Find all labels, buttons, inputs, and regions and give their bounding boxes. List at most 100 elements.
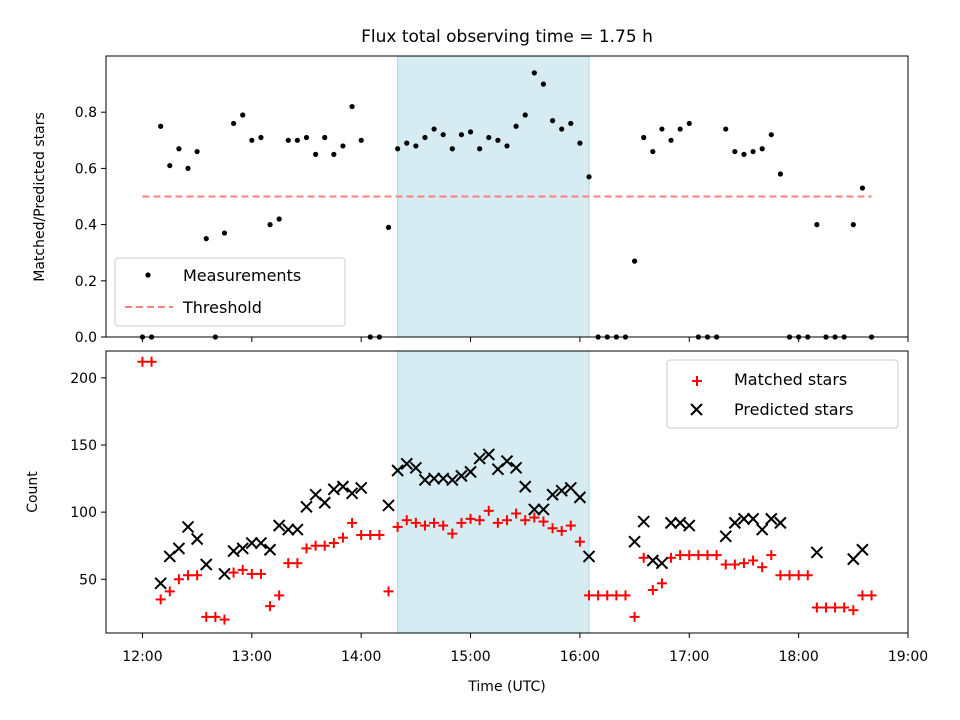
matched-star-point [319,540,330,551]
matched-star-point [857,590,868,601]
measurement-point [331,151,337,157]
matched-star-point [611,590,622,601]
predicted-star-point [382,499,395,512]
predicted-star-point [218,567,231,581]
predicted-star-point [509,461,523,475]
matched-star-point [720,559,731,570]
matched-star-point [447,528,458,539]
x-tick-label: 12:00 [122,649,162,665]
predicted-star-point [464,465,477,479]
matched-star-point [255,568,266,579]
matched-star-point [793,570,804,581]
measurement-point [540,81,547,87]
y-tick-label: 50 [79,572,97,588]
measurement-point [850,222,856,228]
predicted-star-point [847,552,860,566]
measurement-point [458,132,465,138]
measurement-point [249,137,255,143]
chart-title: Flux total observing time = 1.75 h [361,27,653,47]
measurement-point [203,236,209,242]
matched-star-point [137,356,148,367]
matched-star-point [529,512,540,523]
measurement-point [395,146,401,152]
x-tick-label: 18:00 [778,649,818,665]
measurement-point [768,132,774,138]
predicted-star-point [318,496,331,509]
measurement-point [486,134,492,141]
matched-star-point [328,538,339,549]
matched-star-point [602,590,613,601]
predicted-star-point [409,461,423,475]
top-measurement-points [139,70,875,340]
legend-threshold-label: Threshold [182,298,262,317]
measurement-point [677,126,683,132]
measurement-point [185,165,191,171]
measurement-point [477,146,483,152]
y-tick-label: 100 [70,505,97,521]
measurement-point [568,120,574,127]
matched-star-point [210,611,221,622]
matched-star-point [274,590,285,601]
matched-star-point [711,550,722,561]
measurement-point [732,148,738,155]
measurement-point [759,146,765,152]
matched-star-point [483,505,494,516]
measurement-point [559,126,565,132]
predicted-star-point [190,532,204,546]
predicted-star-point [519,480,532,493]
measurement-point [631,258,638,264]
matched-star-point [347,517,358,528]
x-axis-label: Time (UTC) [467,679,545,695]
x-tick-label: 14:00 [341,649,381,665]
y-tick-label: 0.0 [75,330,97,346]
measurement-point [650,148,656,155]
legend-predicted-label: Predicted stars [734,400,854,419]
matched-star-point [401,515,412,526]
matched-star-point [164,586,175,597]
measurement-point [303,134,310,141]
predicted-star-point [664,516,678,530]
measurement-point [549,118,556,124]
matched-star-point [693,550,704,561]
matched-star-point [702,550,713,561]
measurement-point [859,185,866,191]
measurement-point [358,137,364,143]
matched-star-point [228,567,239,578]
matched-star-point [374,529,385,540]
legend-measurements-label: Measurements [183,266,301,285]
matched-star-point [246,568,257,579]
matched-star-point [556,525,567,536]
measurement-point [641,134,647,141]
legend-matched-marker [692,376,702,386]
matched-star-point [647,585,658,596]
matched-star-point [337,532,348,543]
top-y-axis-ticks: 0.0 0.2 0.4 0.6 0.8 [75,105,106,346]
predicted-star-point [172,542,186,555]
x-tick-label: 19:00 [888,649,928,665]
predicted-star-point [810,546,824,559]
predicted-star-point [391,464,404,477]
y-tick-label: 200 [70,371,97,387]
bottom-x-axis-ticks: 12:00 13:00 14:00 15:00 16:00 17:00 18:00 19:00 [122,633,928,665]
predicted-star-point [683,519,696,532]
predicted-star-point [728,516,742,530]
measurement-point [659,126,665,132]
matched-star-point [219,614,230,625]
matched-star-point [748,555,759,566]
predicted-star-point [774,516,787,530]
matched-star-point [666,552,677,563]
predicted-star-point [646,554,660,567]
predicted-star-point [291,523,304,536]
predicted-star-point [746,512,760,526]
predicted-star-point [200,558,213,571]
y-tick-label: 0.8 [75,105,97,121]
predicted-star-point [555,484,568,497]
top-x-axis-ticks [141,337,909,342]
predicted-star-point [400,457,413,471]
measurement-point [404,140,410,146]
matched-star-point [547,523,558,534]
top-legend: Measurements Threshold [114,257,346,327]
matched-star-point [511,508,522,519]
measurement-point [258,134,264,141]
predicted-star-point [455,469,468,483]
